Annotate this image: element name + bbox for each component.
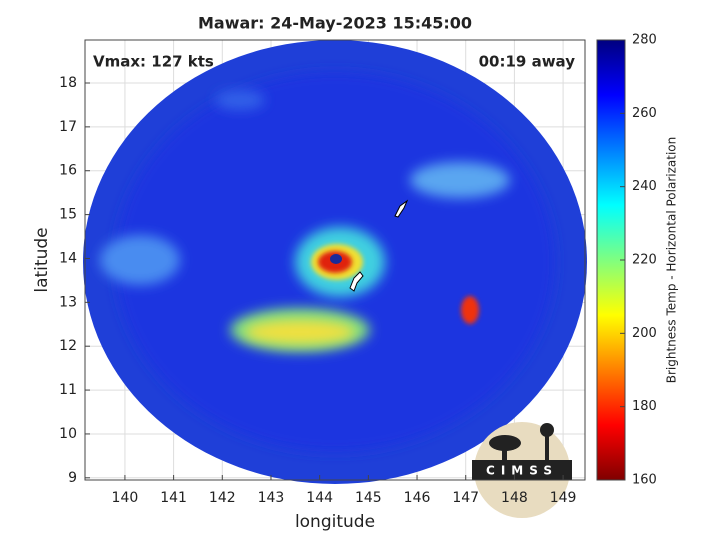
x-tick-label: 143 — [258, 490, 285, 506]
y-tick-label: 10 — [59, 426, 77, 442]
y-tick-label: 9 — [68, 470, 77, 486]
x-tick-label: 147 — [452, 490, 479, 506]
x-tick-label: 146 — [404, 490, 431, 506]
x-tick-label: 140 — [112, 490, 139, 506]
y-tick-label: 11 — [59, 382, 77, 398]
colorbar-tick-label: 240 — [632, 179, 657, 194]
x-axis-label: longitude — [295, 512, 375, 532]
y-tick-label: 15 — [59, 207, 77, 223]
colorbar-tick-label: 260 — [632, 106, 657, 121]
y-tick-label: 14 — [59, 250, 77, 266]
island-outline — [394, 199, 409, 218]
logo-text: CIMSS — [486, 464, 558, 478]
y-axis-label: latitude — [32, 227, 52, 292]
colorbar-tick-label: 180 — [632, 399, 657, 414]
x-tick-label: 141 — [160, 490, 187, 506]
x-tick-label: 142 — [209, 490, 236, 506]
satellite-image — [83, 40, 587, 484]
colorbar-tick-label: 280 — [632, 33, 657, 48]
y-tick-label: 16 — [59, 163, 77, 179]
y-tick-label: 17 — [59, 119, 77, 135]
x-tick-label: 144 — [306, 490, 333, 506]
island-outline — [349, 271, 364, 292]
colorbar-label: Brightness Temp - Horizontal Polarizatio… — [665, 137, 679, 384]
annotation: Vmax: 127 kts — [93, 53, 214, 71]
x-tick-label: 149 — [550, 490, 577, 506]
y-tick-label: 18 — [59, 75, 77, 91]
colorbar-tick-label: 200 — [632, 326, 657, 341]
chart-title: Mawar: 24-May-2023 15:45:00 — [198, 14, 472, 33]
y-tick-label: 13 — [59, 294, 77, 310]
x-tick-label: 145 — [355, 490, 382, 506]
y-tick-label: 12 — [59, 338, 77, 354]
colorbar-tick-label: 220 — [632, 253, 657, 268]
annotation: 00:19 away — [479, 53, 576, 71]
colorbar-tick-label: 160 — [632, 473, 657, 488]
logo: CIMSS — [472, 422, 572, 518]
x-tick-label: 148 — [501, 490, 528, 506]
axes-frame — [84, 39, 586, 481]
